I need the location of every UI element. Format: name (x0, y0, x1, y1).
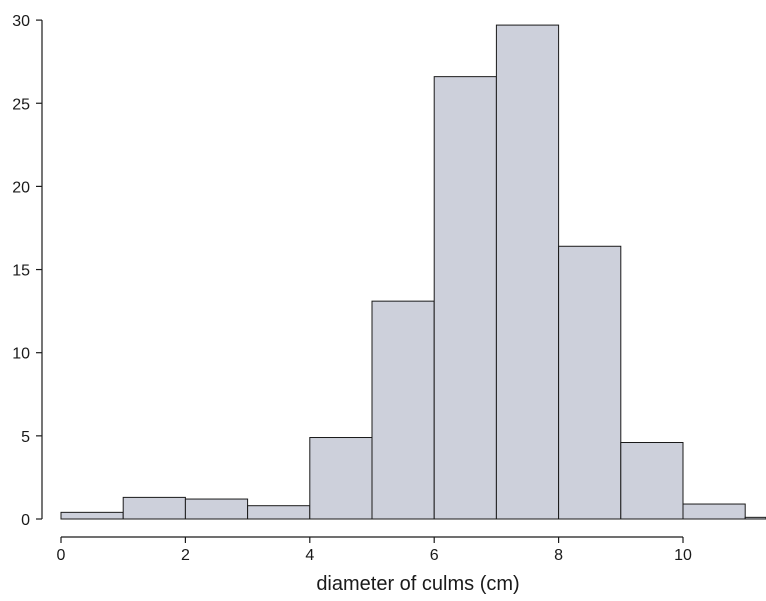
y-axis: 0 5 10 15 20 25 30 (12, 13, 43, 529)
x-tick-label-4: 4 (305, 547, 314, 564)
x-axis: 0 2 4 6 8 10 (57, 536, 692, 564)
histogram-bar-11-12 (744, 516, 766, 520)
y-tick-label-15: 15 (12, 263, 30, 280)
y-tick-label-0: 0 (21, 512, 30, 529)
x-tick-label-2: 2 (181, 547, 190, 564)
histogram-bar-9-10 (620, 442, 684, 520)
histogram-bar-6-7 (433, 76, 497, 520)
histogram-bar-2-3 (184, 498, 249, 520)
histogram-bar-8-9 (558, 245, 622, 520)
histogram-bar-0-1 (60, 511, 124, 520)
y-tick-label-20: 20 (12, 179, 30, 196)
x-ticks: 0 2 4 6 8 10 (57, 537, 692, 564)
x-tick-label-6: 6 (430, 547, 439, 564)
histogram-bar-1-2 (122, 496, 186, 520)
y-ticks: 0 5 10 15 20 25 30 (12, 13, 42, 529)
bars-group (60, 24, 766, 520)
histogram-bar-10-11 (682, 503, 746, 520)
x-tick-label-10: 10 (674, 547, 692, 564)
y-tick-label-30: 30 (12, 13, 30, 30)
x-tick-label-0: 0 (57, 547, 66, 564)
x-tick-label-8: 8 (554, 547, 563, 564)
histogram-bar-4-5 (309, 437, 373, 520)
y-tick-label-5: 5 (21, 429, 30, 446)
histogram-bar-7-8 (495, 24, 560, 520)
histogram-bar-5-6 (371, 300, 435, 520)
x-axis-title: diameter of culms (cm) (316, 573, 519, 595)
histogram-bar-3-4 (247, 505, 311, 520)
y-tick-label-10: 10 (12, 346, 30, 363)
y-tick-label-25: 25 (12, 96, 30, 113)
